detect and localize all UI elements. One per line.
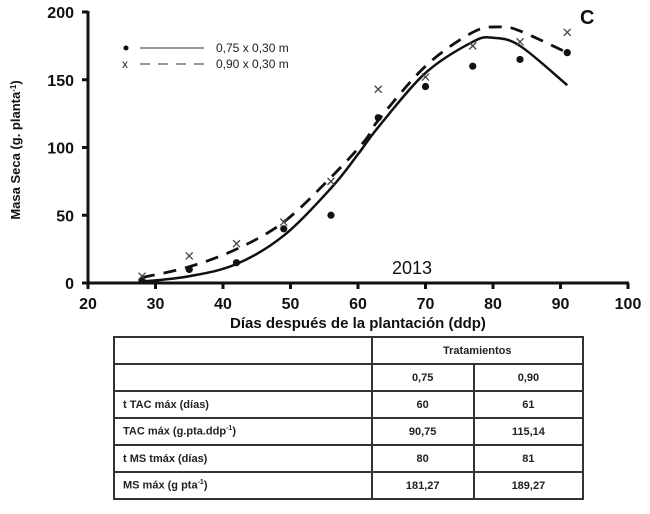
legend: 0,75 x 0,30 m x 0,90 x 0,30 m <box>122 41 289 71</box>
data-point-x-icon <box>468 41 477 50</box>
data-point-dot-icon <box>421 82 430 91</box>
x-axis-title: Días después de la plantación (ddp) <box>230 315 486 332</box>
row-label: TAC máx (g.pta.ddp-1) <box>113 417 373 446</box>
cell-value: 80 <box>370 444 475 473</box>
data-point-dot-icon <box>280 225 288 233</box>
treatments-header: Tratamientos <box>370 336 585 365</box>
panel-letter: C <box>580 7 594 29</box>
x-ticks: 20 30 40 50 60 70 80 90 100 <box>79 283 641 313</box>
row-label: t MS tmáx (días) <box>113 444 373 473</box>
table-header-row: Tratamientos <box>113 336 585 365</box>
y-tick-label: 50 <box>56 208 74 225</box>
data-point-x-icon <box>374 85 383 94</box>
column-header-090: 0,90 <box>472 363 585 392</box>
x-tick-label: 60 <box>349 296 367 313</box>
data-point-dot-icon <box>516 55 524 64</box>
data-point-x-icon <box>563 28 572 37</box>
row-label: MS máx (g pta-1) <box>113 471 373 500</box>
data-point-dot-icon <box>469 62 477 70</box>
data-point-x-icon <box>232 239 241 248</box>
table-empty-cell <box>113 363 373 392</box>
data-point-dot-icon <box>185 265 193 274</box>
cell-value: 90,75 <box>370 417 475 446</box>
legend-dot-marker-icon <box>123 45 129 51</box>
y-tick-label: 200 <box>47 5 74 22</box>
cell-value: 115,14 <box>472 417 585 446</box>
cell-value: 189,27 <box>472 471 585 500</box>
data-point-x-icon <box>138 272 146 281</box>
x-tick-label: 30 <box>147 296 165 313</box>
data-point-x-icon <box>327 177 335 186</box>
table-row: TAC máx (g.pta.ddp-1) 90,75 115,14 <box>113 417 585 446</box>
data-point-x-icon <box>185 251 194 260</box>
x-tick-label: 100 <box>615 296 642 313</box>
legend-label-090: 0,90 x 0,30 m <box>216 57 289 71</box>
y-tick-label: 100 <box>47 141 74 158</box>
x-tick-label: 80 <box>484 296 502 313</box>
observed-points-090 <box>138 28 572 281</box>
table-row: MS máx (g pta-1) 181,27 189,27 <box>113 471 585 500</box>
table-row: t TAC máx (días) 60 61 <box>113 390 585 419</box>
table-subheader-row: 0,75 0,90 <box>113 363 585 392</box>
data-point-dot-icon <box>138 276 146 284</box>
y-tick-label: 150 <box>47 73 74 90</box>
y-tick-label: 0 <box>65 276 74 293</box>
fitted-curve-090 <box>141 25 568 279</box>
data-point-dot-icon <box>563 49 571 57</box>
legend-x-marker-icon: x <box>122 57 128 71</box>
table-corner-cell <box>113 336 373 365</box>
year-annotation: 2013 <box>392 258 432 278</box>
data-point-dot-icon <box>374 114 382 122</box>
data-point-dot-icon <box>232 259 241 267</box>
cell-value: 61 <box>472 390 585 419</box>
results-table: Tratamientos 0,75 0,90 t TAC máx (días) … <box>113 336 585 500</box>
data-point-x-icon <box>421 73 430 81</box>
data-point-x-icon <box>279 218 288 226</box>
cell-value: 81 <box>472 444 585 473</box>
row-label: t TAC máx (días) <box>113 390 373 419</box>
x-tick-label: 70 <box>417 296 435 313</box>
x-tick-label: 20 <box>79 296 97 313</box>
y-axis-title: Masa Seca (g. planta-1) <box>8 80 23 219</box>
legend-label-075: 0,75 x 0,30 m <box>216 41 289 55</box>
data-point-x-icon <box>516 37 524 46</box>
observed-points-075 <box>138 49 571 284</box>
x-tick-label: 50 <box>282 296 300 313</box>
cell-value: 60 <box>370 390 475 419</box>
dry-mass-chart: Masa Seca (g. planta-1) 0 50 100 150 200 20 3… <box>8 5 641 332</box>
cell-value: 181,27 <box>370 471 475 500</box>
x-tick-label: 40 <box>214 296 232 313</box>
data-point-dot-icon <box>327 211 335 219</box>
y-ticks: 0 50 100 150 200 <box>47 5 88 293</box>
x-tick-label: 90 <box>552 296 570 313</box>
column-header-075: 0,75 <box>370 363 475 392</box>
table-row: t MS tmáx (días) 80 81 <box>113 444 585 473</box>
fitted-curve-075 <box>141 35 569 283</box>
